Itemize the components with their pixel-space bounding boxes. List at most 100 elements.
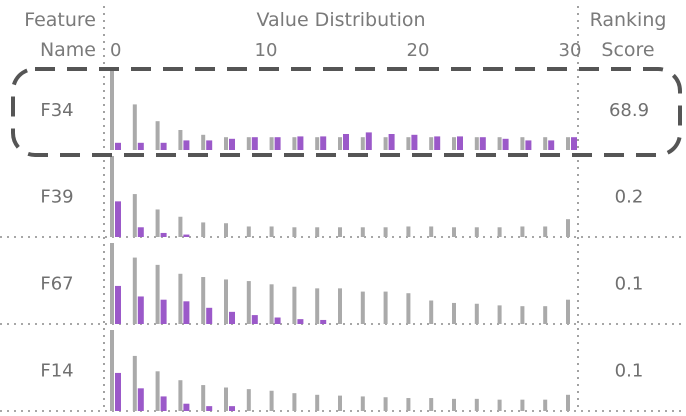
bar-all-values	[474, 303, 479, 324]
bar-selected-values	[115, 201, 121, 237]
ranking-score-label: 0.1	[615, 361, 644, 382]
bar-all-values	[520, 226, 525, 237]
header-value-distribution: Value Distribution	[256, 9, 425, 31]
bar-all-values	[132, 355, 137, 411]
bar-all-values	[201, 277, 206, 324]
bar-all-values	[497, 137, 502, 150]
bar-all-values	[452, 302, 456, 324]
bar-all-values	[110, 70, 114, 150]
bar-all-values	[360, 137, 365, 150]
bar-all-values	[132, 194, 137, 237]
bar-all-values	[269, 284, 274, 324]
bar-all-values	[338, 227, 342, 237]
bar-all-values	[132, 104, 137, 150]
bar-all-values	[474, 137, 479, 150]
bar-all-values	[246, 281, 251, 324]
bar-selected-values	[571, 137, 577, 150]
bar-selected-values	[137, 142, 144, 150]
bar-selected-values	[525, 140, 532, 150]
bar-all-values	[474, 227, 479, 237]
bar-all-values	[178, 273, 183, 324]
bar-selected-values	[137, 227, 144, 237]
bar-selected-values	[115, 285, 121, 324]
bar-all-values	[178, 380, 183, 411]
bar-all-values	[292, 227, 297, 237]
bar-all-values	[155, 371, 160, 411]
bar-all-values	[110, 156, 114, 237]
bar-all-values	[406, 398, 411, 411]
bar-selected-values	[251, 315, 258, 324]
bar-selected-values	[320, 319, 327, 324]
bar-all-values	[201, 222, 206, 237]
bar-selected-values	[160, 299, 167, 324]
header-feature-line2: Name	[40, 39, 96, 61]
bar-selected-values	[183, 140, 190, 150]
bar-selected-values	[183, 234, 190, 237]
x-tick-label: 20	[407, 40, 430, 61]
feature-name-label: F39	[40, 187, 73, 208]
bar-selected-values	[548, 140, 555, 150]
bar-all-values	[246, 226, 251, 237]
bar-all-values	[543, 306, 548, 324]
bar-all-values	[429, 137, 434, 150]
bar-selected-values	[365, 132, 372, 150]
bar-all-values	[452, 227, 456, 237]
bar-all-values	[406, 226, 411, 237]
bar-selected-values	[115, 142, 121, 150]
bar-selected-values	[251, 137, 258, 150]
bar-selected-values	[297, 319, 304, 324]
bar-all-values	[224, 387, 228, 411]
bar-selected-values	[183, 301, 190, 324]
ranking-score-label: 0.1	[615, 274, 644, 295]
bar-all-values	[201, 134, 206, 150]
bar-all-values	[110, 243, 114, 324]
bar-selected-values	[160, 232, 167, 237]
bar-all-values	[360, 227, 365, 237]
bar-all-values	[543, 399, 548, 411]
bar-all-values	[246, 389, 251, 411]
bar-all-values	[520, 137, 525, 150]
bar-all-values	[338, 395, 342, 411]
bar-all-values	[497, 399, 502, 411]
bar-all-values	[338, 288, 342, 324]
bar-selected-values	[137, 296, 144, 324]
bar-selected-values	[115, 372, 121, 411]
header-feature-line1: Feature	[24, 9, 96, 31]
bar-all-values	[292, 393, 297, 411]
bar-selected-values	[274, 317, 281, 324]
x-tick-label: 10	[255, 40, 278, 61]
bar-all-values	[178, 216, 183, 237]
bar-all-values	[429, 300, 434, 324]
header-ranking-line1: Ranking	[590, 9, 667, 31]
bar-all-values	[566, 394, 570, 411]
x-axis-ticks: 0 10 20 30	[110, 40, 581, 61]
bar-all-values	[155, 121, 160, 150]
bar-all-values	[497, 305, 502, 324]
bar-all-values	[224, 279, 228, 324]
bar-all-values	[383, 291, 388, 324]
bar-all-values	[246, 137, 251, 150]
bar-selected-values	[160, 142, 167, 150]
bar-selected-values	[183, 403, 190, 411]
bar-all-values	[452, 137, 456, 150]
bar-all-values	[383, 397, 388, 411]
bar-all-values	[360, 291, 365, 324]
bar-all-values	[315, 227, 320, 237]
bar-selected-values	[479, 137, 486, 150]
bar-selected-values	[434, 136, 441, 150]
bar-all-values	[383, 227, 388, 237]
bar-selected-values	[229, 406, 235, 411]
bar-all-values	[520, 306, 525, 324]
bar-selected-values	[206, 307, 213, 324]
bar-all-values	[543, 137, 548, 150]
chart-rows: F34 68.9 F39 0.2 F67 0.1 F14 0.1	[40, 70, 649, 411]
bar-selected-values	[320, 136, 327, 150]
bar-all-values	[543, 226, 548, 237]
bar-all-values	[269, 390, 274, 411]
bar-all-values	[292, 286, 297, 324]
bar-all-values	[224, 137, 228, 150]
bar-all-values	[201, 385, 206, 411]
bar-selected-values	[206, 140, 213, 150]
bar-selected-values	[160, 396, 167, 411]
feature-name-label: F34	[40, 100, 73, 121]
